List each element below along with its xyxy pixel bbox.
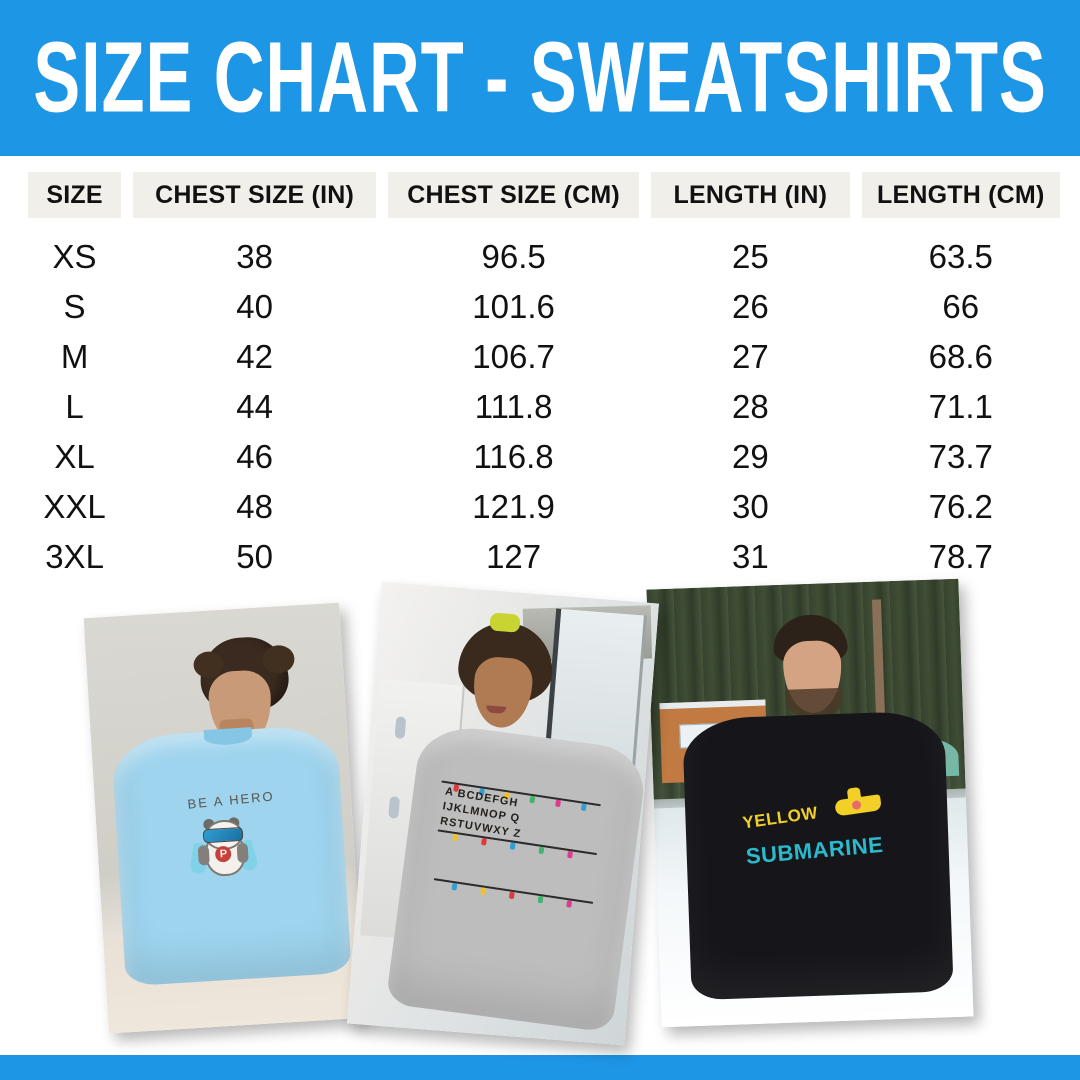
cell-length-in: 25 [731, 238, 769, 275]
photo-collage: BE A HERO P [0, 576, 1080, 1046]
table-row: XL 46 116.8 29 73.7 [28, 432, 1060, 482]
panda-arm-left [197, 844, 211, 866]
cell-chest-in: 50 [236, 538, 273, 575]
column-header-chest-cm: CHEST SIZE (CM) [388, 172, 640, 218]
cell-size: 3XL [45, 538, 104, 575]
cell-chest-cm: 116.8 [473, 438, 554, 475]
cell-length-in: 27 [731, 338, 769, 375]
cell-length-cm: 68.6 [928, 338, 993, 375]
cell-chest-in: 44 [236, 388, 273, 425]
hair-clip [489, 612, 521, 633]
column-header-length-cm: LENGTH (CM) [861, 172, 1060, 218]
cell-length-in: 28 [731, 388, 769, 425]
panda-hero-graphic: P [189, 816, 260, 878]
cell-size: M [60, 338, 89, 375]
column-header-chest-in: CHEST SIZE (IN) [133, 172, 377, 218]
cell-chest-cm: 101.6 [472, 288, 555, 325]
cell-size: XS [52, 238, 97, 275]
cell-size: XXL [43, 488, 106, 525]
photo-alphabet-lights-image: A BCDEFGH IJKLMNOP Q RSTUVWXY Z [347, 581, 659, 1046]
column-header-size: SIZE [28, 172, 122, 218]
page-title: SIZE CHART - SWEATSHIRTS [33, 22, 1047, 134]
top-banner: SIZE CHART - SWEATSHIRTS [0, 0, 1080, 156]
table-row: M 42 106.7 27 68.6 [28, 332, 1060, 382]
cell-chest-in: 48 [236, 488, 273, 525]
cell-length-in: 30 [731, 488, 769, 525]
cell-length-cm: 71.1 [928, 388, 993, 425]
table-row: S 40 101.6 26 66 [28, 282, 1060, 332]
table-header-row: SIZE CHEST SIZE (IN) CHEST SIZE (CM) LEN… [28, 172, 1060, 218]
cell-length-cm: 73.7 [928, 438, 993, 475]
cell-chest-cm: 106.7 [472, 338, 555, 375]
cell-length-cm: 66 [942, 288, 980, 325]
table-row: L 44 111.8 28 71.1 [28, 382, 1060, 432]
photo-yellow-submarine-image: YELLOW SUBMARINE [646, 578, 974, 1028]
cell-size: XL [54, 438, 95, 475]
table-row: XS 38 96.5 25 63.5 [28, 218, 1060, 282]
photo-be-a-hero: BE A HERO P [83, 602, 365, 1034]
cell-length-in: 26 [731, 288, 769, 325]
cell-length-in: 31 [731, 538, 769, 575]
panda-arm-right [236, 842, 250, 864]
photo-alphabet-lights: A BCDEFGH IJKLMNOP Q RSTUVWXY Z [347, 581, 659, 1046]
cabinet-knob [388, 795, 401, 819]
column-header-length-in: LENGTH (IN) [651, 172, 850, 218]
cell-length-cm: 76.2 [928, 488, 993, 525]
panda-sunglasses [202, 826, 244, 844]
bottom-banner [0, 1055, 1080, 1080]
table-row: 3XL 50 127 31 78.7 [28, 532, 1060, 582]
cell-chest-in: 42 [236, 338, 273, 375]
size-chart-table-wrapper: SIZE CHEST SIZE (IN) CHEST SIZE (CM) LEN… [0, 172, 1080, 582]
cell-length-in: 29 [731, 438, 769, 475]
cell-chest-cm: 96.5 [481, 238, 546, 275]
cell-chest-cm: 111.8 [474, 388, 553, 425]
cell-length-cm: 63.5 [928, 238, 993, 275]
cell-chest-cm: 127 [486, 538, 542, 575]
cell-chest-cm: 121.9 [472, 488, 555, 525]
cell-chest-in: 40 [236, 288, 273, 325]
cell-chest-in: 38 [236, 238, 273, 275]
photo-be-a-hero-image: BE A HERO P [83, 602, 365, 1034]
cell-length-cm: 78.7 [928, 538, 993, 575]
cabinet-knob [394, 716, 407, 739]
table-row: XXL 48 121.9 30 76.2 [28, 482, 1060, 532]
photo-yellow-submarine: YELLOW SUBMARINE [646, 578, 974, 1028]
size-chart-table: SIZE CHEST SIZE (IN) CHEST SIZE (CM) LEN… [16, 172, 1072, 582]
cell-size: S [63, 288, 86, 325]
sweatshirt-body [386, 721, 650, 1033]
cell-chest-in: 46 [236, 438, 273, 475]
cell-size: L [65, 388, 84, 425]
